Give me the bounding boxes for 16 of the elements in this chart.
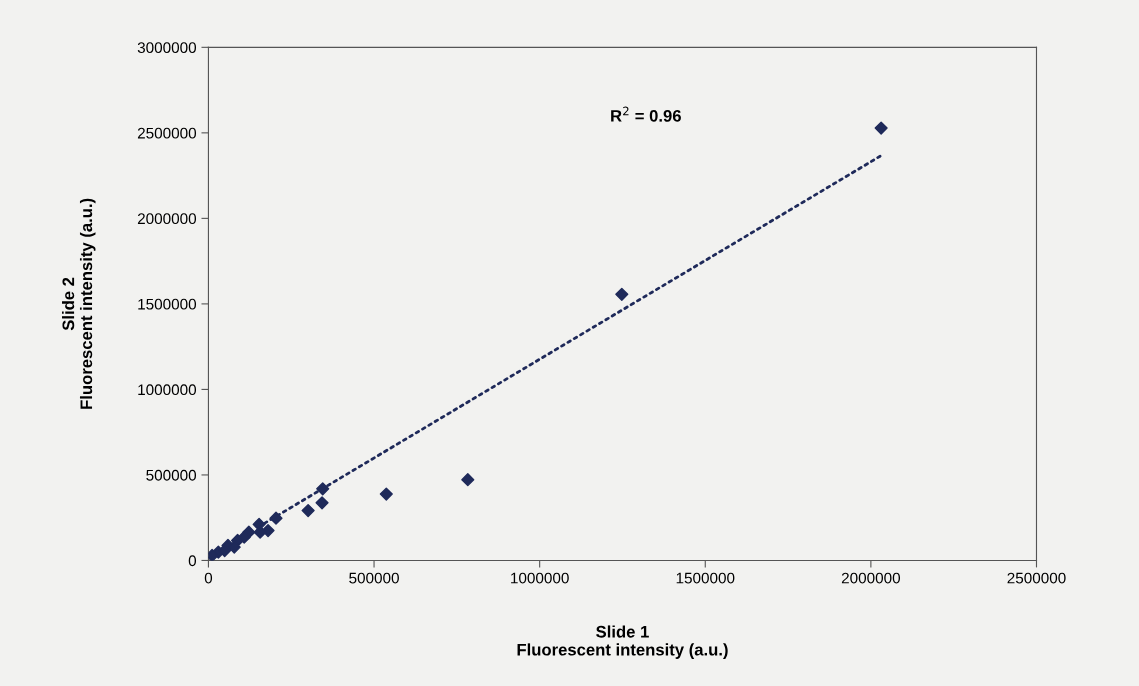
y-tick-label: 0 [188,555,197,567]
y-tick-label: 1500000 [138,298,197,310]
x-tick-label: 2500000 [1007,572,1066,584]
y-axis-title: Slide 2 Fluorescent intensity (a.u.) [62,198,96,409]
x-tick-label: 2000000 [841,572,901,584]
x-tick-label: 0 [204,572,213,584]
y-tick-label: 2500000 [137,127,197,139]
x-tick-label: 1500000 [676,572,735,584]
y-tick-label: 1000000 [138,384,197,396]
x-tick-label: 1000000 [511,572,569,584]
x-axis-title: Slide 1 Fluorescent intensity (a.u.) [517,625,728,659]
x-tick-label: 500000 [349,572,399,584]
y-tick-label: 500000 [146,469,197,481]
y-tick-label: 3000000 [137,42,197,54]
annotation: R$^{2}$ = 0.96 [611,106,681,122]
y-tick-label: 2000000 [137,213,197,225]
